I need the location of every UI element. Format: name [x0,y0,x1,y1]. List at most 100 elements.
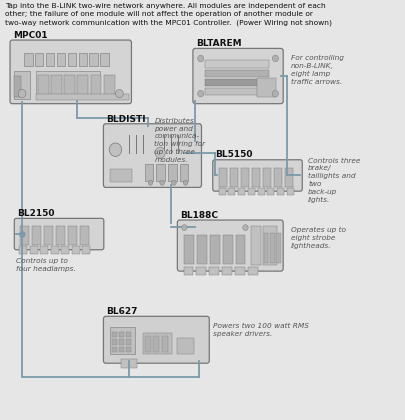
Bar [51,75,62,95]
Bar [263,233,268,263]
Bar [90,75,101,95]
Bar [247,268,257,275]
Circle shape [171,180,176,185]
Bar [153,336,159,352]
Bar [109,327,134,354]
Bar [19,247,27,254]
Bar [51,247,59,254]
Bar [111,347,116,352]
Circle shape [272,55,278,62]
Bar [32,226,40,245]
Bar [121,359,136,368]
Bar [237,188,245,195]
Bar [38,75,49,95]
Bar [205,88,269,95]
Text: Controls three
brake/
taillights and
two
back-up
lights.: Controls three brake/ taillights and two… [307,158,360,203]
Bar [205,70,269,77]
Bar [36,94,129,100]
Bar [111,332,116,337]
Bar [78,53,87,66]
FancyBboxPatch shape [103,316,209,363]
Bar [262,226,276,265]
Bar [24,53,32,66]
Circle shape [197,90,203,97]
Circle shape [160,180,164,185]
Bar [118,332,124,337]
Bar [179,164,188,181]
Bar [230,168,237,186]
Bar [196,268,206,275]
Bar [235,235,245,264]
Bar [262,168,270,186]
Bar [286,188,293,195]
Bar [20,226,29,245]
Bar [168,164,176,181]
Circle shape [18,89,26,98]
Text: Controls up to
four headlamps.: Controls up to four headlamps. [16,258,76,272]
Bar [82,247,90,254]
FancyBboxPatch shape [14,218,104,250]
Bar [228,188,235,195]
Bar [176,338,194,354]
Bar [30,247,38,254]
Text: BL627: BL627 [106,307,137,316]
Bar [143,333,171,354]
Bar [77,75,88,95]
Bar [36,71,100,97]
Bar [89,53,98,66]
Bar [14,76,21,97]
Bar [144,336,151,352]
Bar [205,60,269,68]
Text: MPC01: MPC01 [13,31,47,40]
Text: For controlling
non-B-LINK,
eight lamp
traffic arrows.: For controlling non-B-LINK, eight lamp t… [290,55,343,84]
Bar [61,247,69,254]
Circle shape [148,180,152,185]
Bar [118,339,124,345]
Text: BLTAREM: BLTAREM [195,39,241,48]
Bar [68,226,77,245]
FancyBboxPatch shape [212,160,301,191]
Bar [218,188,225,195]
Bar [266,188,273,195]
Bar [44,226,53,245]
Bar [125,347,130,352]
Bar [100,53,109,66]
Bar [184,235,194,264]
Bar [183,268,193,275]
Text: BL188C: BL188C [180,211,217,220]
Bar [118,347,124,352]
Bar [64,75,75,95]
Text: Tap into the B-LINK two-wire network anywhere. All modules are independent of ea: Tap into the B-LINK two-wire network any… [4,3,331,26]
Bar [252,168,259,186]
Bar [80,226,89,245]
Bar [197,235,207,264]
Bar [125,339,130,345]
Text: Powers two 100 watt RMS
speaker drivers.: Powers two 100 watt RMS speaker drivers. [212,323,308,337]
FancyBboxPatch shape [10,40,131,104]
Bar [68,53,76,66]
Bar [40,247,48,254]
Bar [125,332,130,337]
Text: BL2150: BL2150 [17,209,54,218]
Text: BL5150: BL5150 [215,150,252,159]
Circle shape [115,89,123,98]
Bar [104,75,115,95]
Bar [222,268,231,275]
Bar [256,78,275,97]
Circle shape [242,225,247,231]
Bar [56,226,65,245]
Bar [275,233,280,263]
Bar [250,226,260,265]
Bar [269,233,274,263]
Bar [72,247,79,254]
Bar [35,53,43,66]
Bar [209,268,218,275]
Bar [241,168,248,186]
Circle shape [181,225,187,231]
Text: Distributes
power and
communica-
tion wiring for
up to three
modules.: Distributes power and communica- tion wi… [154,118,205,163]
Bar [219,168,227,186]
FancyBboxPatch shape [177,220,283,271]
Circle shape [109,143,122,156]
Bar [205,79,269,86]
Bar [276,188,283,195]
